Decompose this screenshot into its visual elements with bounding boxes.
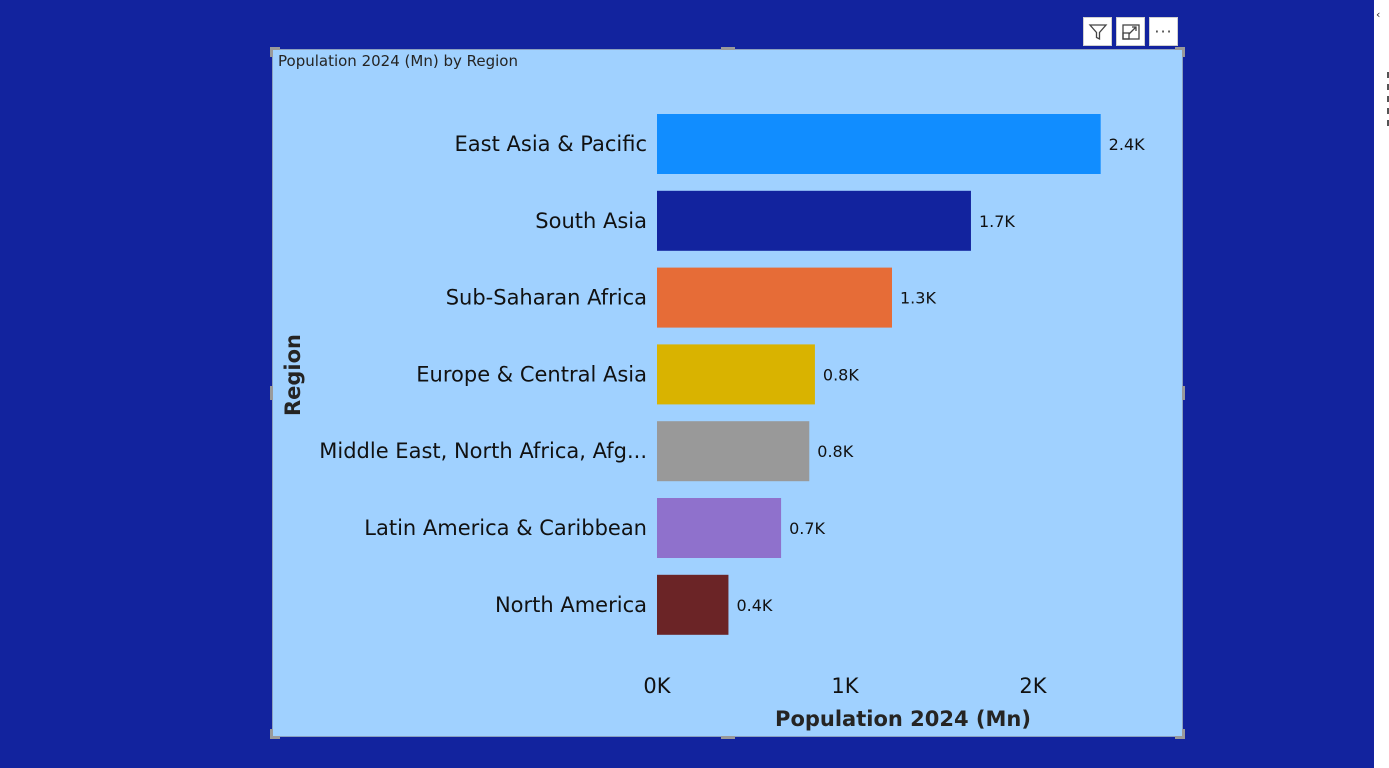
panel-divider [1387,72,1389,78]
panel-divider [1387,120,1389,126]
bar[interactable] [657,267,892,328]
bar[interactable] [657,421,810,482]
category-label: Sub-Saharan Africa [446,286,647,310]
resize-handle[interactable] [1182,47,1185,57]
y-axis-title: Region [281,334,305,416]
data-label: 0.8K [817,442,853,461]
resize-handle[interactable] [270,47,280,50]
resize-handle[interactable] [270,47,273,57]
category-label: South Asia [535,209,647,233]
bar[interactable] [657,344,815,405]
more-options-icon: ··· [1154,22,1173,41]
data-label: 1.3K [900,289,936,308]
category-label: Middle East, North Africa, Afg... [319,439,647,463]
resize-handle[interactable] [1182,729,1185,739]
filter-icon [1088,23,1107,40]
visual-header-toolbar: ··· [1083,17,1178,47]
category-label: North America [495,593,647,617]
focus-mode-button[interactable] [1116,17,1145,46]
collapse-chevron-icon[interactable]: ‹ [1376,8,1381,21]
right-panel-edge: ‹ [1374,0,1389,768]
bar-chart-visual[interactable]: Population 2024 (Mn) by Region East Asia… [270,47,1185,739]
category-label: Latin America & Caribbean [364,516,647,540]
category-label: Europe & Central Asia [416,362,647,386]
x-tick-label: 2K [1019,674,1047,698]
resize-handle[interactable] [721,47,735,50]
data-label: 1.7K [979,212,1015,231]
data-label: 2.4K [1109,135,1145,154]
resize-handle[interactable] [270,736,280,739]
resize-handle[interactable] [270,729,273,739]
category-label: East Asia & Pacific [455,132,647,156]
filter-button[interactable] [1083,17,1112,46]
focus-mode-icon [1121,23,1140,40]
x-tick-label: 0K [643,674,671,698]
resize-handle[interactable] [1175,736,1185,739]
chart-plot: East Asia & Pacific South Asia Sub-Saharan… [281,114,1145,731]
visual-title: Population 2024 (Mn) by Region [278,52,518,70]
data-label: 0.4K [736,596,772,615]
panel-divider [1387,108,1389,114]
panel-divider [1387,96,1389,102]
bar[interactable] [657,498,782,558]
data-label: 0.8K [823,365,859,384]
bar[interactable] [657,114,1101,174]
x-axis-title: Population 2024 (Mn) [775,707,1031,731]
data-label: 0.7K [789,519,825,538]
resize-handle[interactable] [1175,47,1185,50]
panel-divider [1387,84,1389,90]
resize-handle[interactable] [270,386,273,400]
resize-handle[interactable] [721,736,735,739]
bar[interactable] [657,190,971,251]
more-options-button[interactable]: ··· [1149,17,1178,46]
bar[interactable] [657,574,729,635]
resize-handle[interactable] [1182,386,1185,400]
x-tick-label: 1K [831,674,859,698]
